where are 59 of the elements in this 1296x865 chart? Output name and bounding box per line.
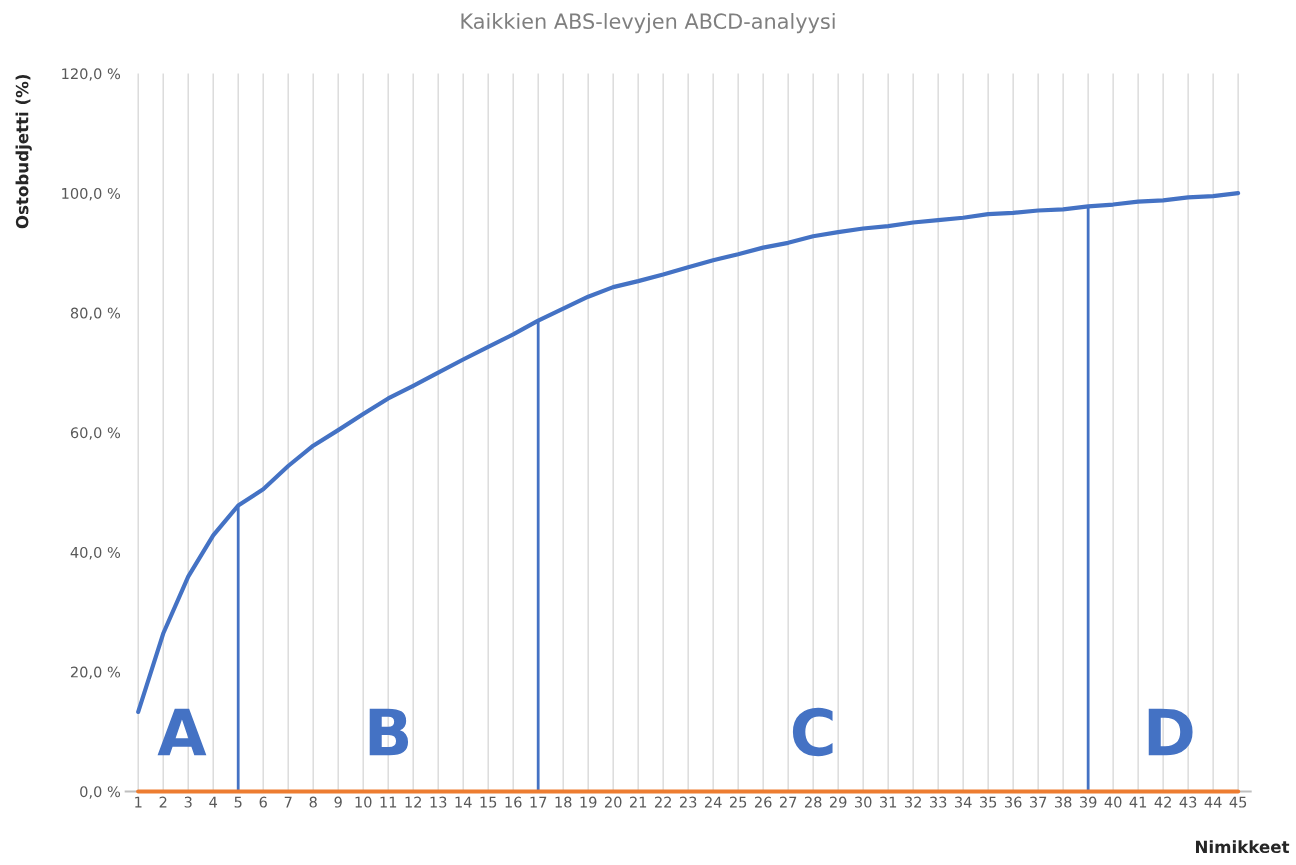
annotation: B [369,708,409,756]
y-tick-label: 20,0 % [70,666,121,680]
x-tick-label: 19 [580,796,597,808]
x-tick-label: 11 [380,796,397,808]
x-tick-label: 42 [1154,796,1171,808]
x-tick-label: 2 [159,796,167,808]
x-tick-label: 10 [355,796,372,808]
x-tick-label: 23 [679,796,697,808]
y-tick-label: 0,0 % [80,786,121,799]
x-axis-title: Nimikkeet [1196,840,1290,854]
x-tick-label: 18 [555,796,572,808]
x-tick-label: 8 [309,796,317,808]
x-tick-label: 4 [209,796,218,808]
x-tick-label: 39 [1079,796,1097,808]
x-tick-label: 7 [284,796,292,808]
x-tick-label: 16 [505,796,522,808]
x-tick-label: 24 [704,796,722,808]
annotation: C [792,707,833,757]
annotation: A [157,708,207,756]
x-tick-label: 12 [405,796,422,808]
x-tick-label: 13 [430,796,447,808]
x-tick-label: 37 [1029,796,1047,808]
x-tick-label: 33 [929,796,947,808]
x-tick-label: 40 [1104,796,1122,808]
y-tick-label: 80,0 % [70,307,121,321]
x-tick-label: 38 [1054,796,1072,808]
x-tick-label: 32 [904,796,921,808]
x-tick-label: 43 [1179,796,1197,808]
x-tick-label: 17 [530,796,547,808]
y-tick-label: 60,0 % [70,427,121,440]
x-tick-label: 35 [979,796,997,808]
x-tick-label: 28 [804,796,822,808]
annotation: D [1148,708,1193,756]
y-tick-label: 120,0 % [62,68,121,81]
chart-title: Kaikkien ABS-levyjen ABCD-analyysi [461,12,835,34]
x-tick-label: 41 [1129,796,1147,808]
x-tick-label: 29 [829,796,847,808]
x-tick-label: 21 [629,796,647,808]
y-axis-title: Ostobudjetti (%) [15,74,32,229]
x-tick-label: 34 [954,796,972,808]
x-tick-label: 20 [604,796,622,808]
x-tick-label: 27 [779,796,797,808]
x-tick-label: 1 [135,796,142,808]
x-tick-label: 3 [184,796,192,808]
x-tick-label: 26 [754,796,772,808]
x-tick-label: 36 [1004,796,1022,808]
x-tick-label: 30 [855,796,872,808]
x-tick-label: 6 [259,796,267,808]
x-tick-label: 9 [334,796,342,808]
x-tick-label: 15 [480,796,497,808]
x-tick-label: 44 [1204,796,1222,808]
y-tick-label: 40,0 % [70,546,121,560]
x-tick-label: 5 [234,796,242,808]
y-tick-label: 100,0 % [62,187,121,201]
x-tick-label: 25 [729,796,747,808]
x-tick-label: 22 [654,796,671,808]
x-tick-label: 14 [455,796,472,808]
x-tick-label: 45 [1229,796,1247,808]
x-tick-label: 31 [880,796,897,808]
